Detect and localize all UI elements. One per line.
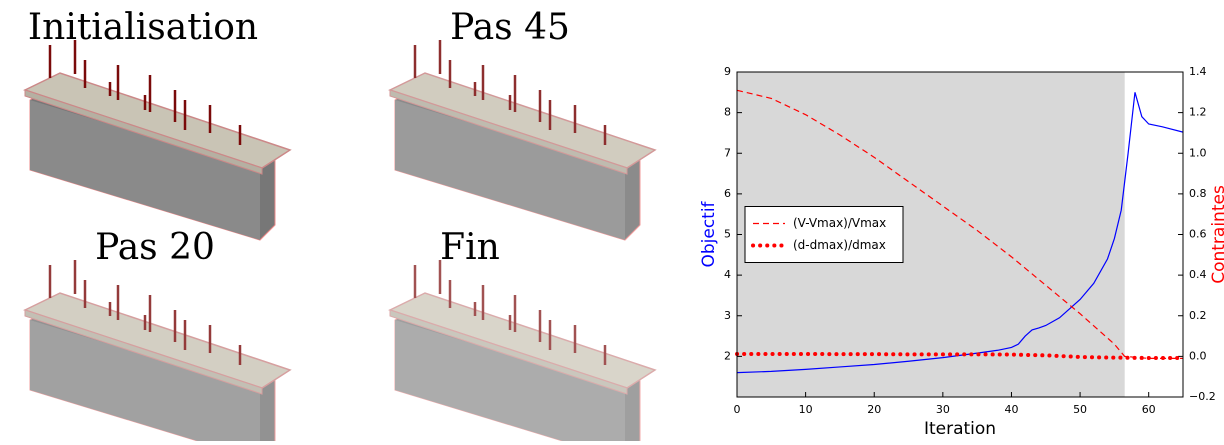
y2-tick-label: −0.2 [1189,390,1216,403]
panel-title: Initialisation [28,7,258,48]
x-tick-label: 40 [1004,403,1018,416]
chart: 0 10 20 30 40 50 60 2 3 4 5 6 7 8 9 −0.2 0.0 0.2 0.4 0.6 0.8… [699,65,1224,439]
series-line [736,89,1183,360]
plot-frame [736,71,1184,398]
y2-tick-label: 0.2 [1189,309,1207,322]
render-panel [388,38,657,242]
y-tick-label: 4 [724,268,731,281]
x-tick-label: 20 [867,403,881,416]
y2-tick-label: 0.6 [1189,228,1207,241]
y-tick-label: 3 [724,309,731,322]
render-panel [388,258,657,445]
y-tick-label: 5 [724,228,731,241]
x-tick-label: 10 [799,403,813,416]
panel-title: Fin [440,227,500,268]
y2-tick-label: 1.2 [1189,106,1207,119]
y-tick-label: 7 [724,146,731,159]
y-tick-label: 8 [724,106,731,119]
render-panel [23,258,292,445]
y2-tick-label: 1.0 [1189,146,1207,159]
render-panel [23,38,292,242]
series-line [736,92,1184,374]
legend-label: (d-dmax)/dmax [793,238,886,252]
y2-axis-label: Contraintes [1209,185,1224,284]
y-axis-label: Objectif [699,200,719,267]
y2-tick-label: 0.0 [1189,349,1207,362]
x-tick-label: 30 [936,403,950,416]
x-axis-label: Iteration [924,419,996,439]
panel-title: Pas 45 [450,7,570,48]
x-tick-label: 50 [1073,403,1087,416]
y-tick-label: 2 [724,349,731,362]
panel-title: Pas 20 [95,227,215,268]
legend-box [744,206,904,263]
x-tick-label: 60 [1142,403,1156,416]
y2-tick-label: 1.4 [1189,65,1207,78]
y2-tick-label: 0.8 [1189,187,1207,200]
y2-tick-label: 0.4 [1189,268,1207,281]
y-tick-label: 6 [724,187,731,200]
legend-label: (V-Vmax)/Vmax [793,216,886,230]
y-tick-label: 9 [724,65,731,78]
x-tick-label: 0 [734,403,741,416]
